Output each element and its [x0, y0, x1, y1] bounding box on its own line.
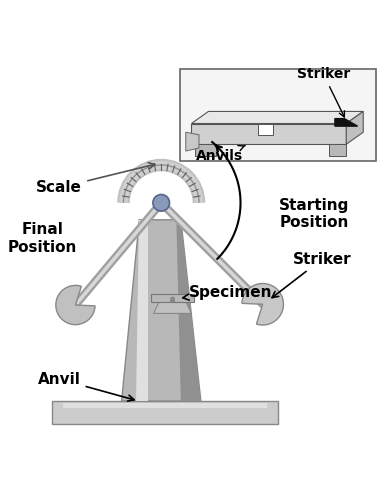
Polygon shape	[258, 124, 273, 135]
Polygon shape	[151, 294, 194, 302]
Bar	[180, 69, 376, 162]
Wedge shape	[56, 286, 95, 325]
Polygon shape	[186, 132, 199, 151]
Text: Starting
Position: Starting Position	[279, 198, 349, 230]
Text: Striker: Striker	[272, 252, 351, 298]
Polygon shape	[346, 112, 363, 144]
Text: Specimen: Specimen	[183, 285, 273, 300]
Polygon shape	[63, 402, 267, 408]
Polygon shape	[170, 297, 175, 302]
Text: Final
Position: Final Position	[8, 222, 77, 255]
Text: Anvils: Anvils	[196, 146, 245, 164]
Text: Scale: Scale	[36, 162, 155, 195]
Polygon shape	[136, 220, 148, 401]
Text: Anvil: Anvil	[38, 372, 134, 401]
Polygon shape	[192, 112, 363, 124]
Polygon shape	[154, 302, 192, 314]
Polygon shape	[52, 401, 278, 423]
Circle shape	[153, 194, 169, 211]
Polygon shape	[192, 124, 346, 144]
Text: Striker: Striker	[297, 68, 350, 117]
Polygon shape	[122, 220, 201, 401]
Polygon shape	[195, 144, 216, 156]
Polygon shape	[335, 118, 358, 126]
Polygon shape	[329, 144, 346, 156]
Polygon shape	[176, 220, 201, 401]
Wedge shape	[242, 284, 283, 325]
